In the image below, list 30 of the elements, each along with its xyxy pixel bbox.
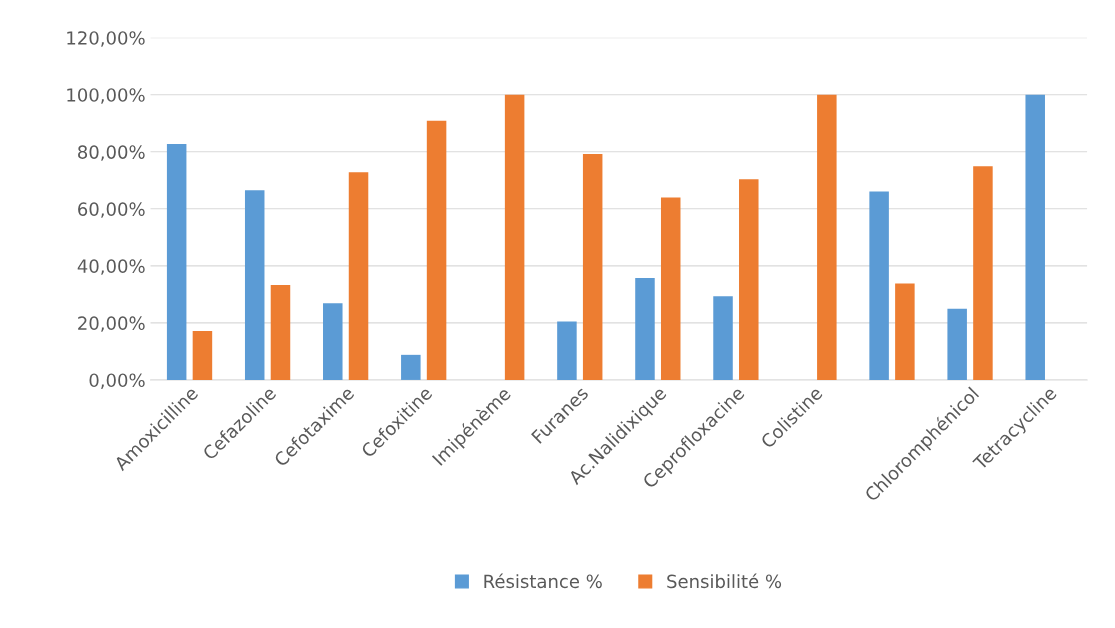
bar	[192, 330, 213, 380]
y-tick-label: 60,00%	[78, 202, 145, 218]
y-tick-label: 20,00%	[78, 316, 145, 332]
bar	[635, 278, 655, 380]
bar	[270, 284, 291, 380]
bar	[401, 354, 421, 380]
bar	[895, 283, 915, 380]
bar	[244, 190, 265, 380]
bar	[739, 179, 759, 380]
bar	[973, 166, 993, 380]
bar	[582, 154, 603, 380]
y-tick-label: 80,00%	[78, 145, 145, 161]
bar	[1025, 94, 1045, 380]
bar	[557, 321, 577, 380]
bar	[504, 94, 525, 380]
bar	[426, 120, 447, 380]
bar	[947, 308, 967, 380]
legend-label: Résistance %	[484, 573, 602, 589]
bar	[166, 144, 187, 380]
bar	[660, 197, 681, 380]
bar	[817, 94, 837, 380]
y-tick-label: 40,00%	[77, 259, 145, 275]
y-tick-label: 100,00%	[67, 88, 145, 104]
legend-label: Sensibilité %	[667, 573, 782, 589]
bar	[713, 296, 733, 380]
y-tick-label: 120,00%	[67, 31, 145, 47]
bar	[348, 172, 369, 380]
bar	[869, 191, 889, 380]
bar	[323, 303, 343, 380]
y-tick-label: 0,00%	[89, 373, 145, 389]
